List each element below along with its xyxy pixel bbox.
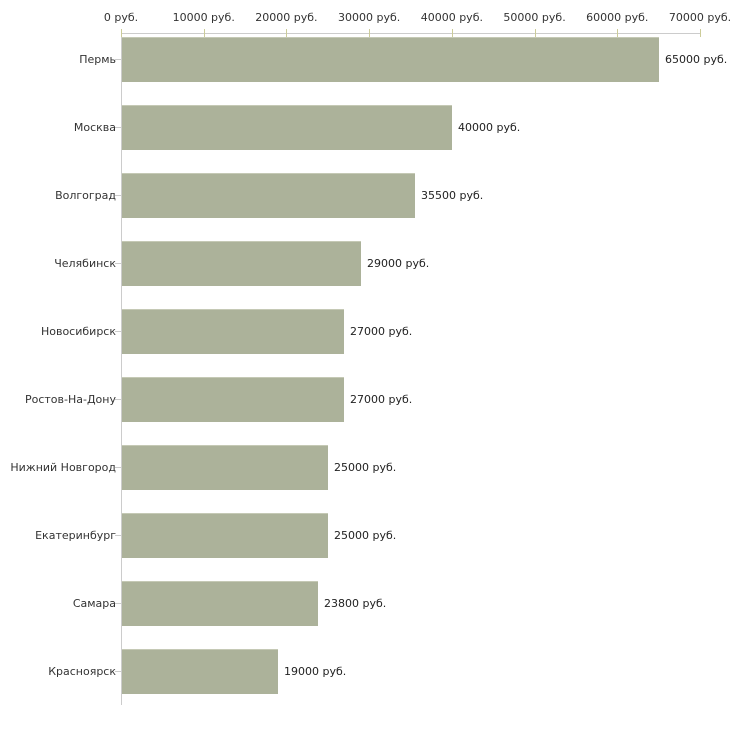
- category-tick: [115, 535, 121, 536]
- category-tick: [115, 195, 121, 196]
- value-label: 25000 руб.: [334, 529, 397, 542]
- category-label: Красноярск: [48, 665, 116, 678]
- category-label: Пермь: [79, 53, 116, 66]
- bar: [122, 309, 344, 354]
- bar: [122, 241, 361, 286]
- bar-row: Волгоград 35500 руб.: [0, 170, 730, 238]
- category-tick: [115, 263, 121, 264]
- x-tick-label: 60000 руб.: [586, 11, 649, 24]
- category-tick: [115, 59, 121, 60]
- category-tick: [115, 399, 121, 400]
- x-axis-line: [121, 33, 701, 34]
- category-label: Екатеринбург: [35, 529, 116, 542]
- value-label: 65000 руб.: [665, 53, 728, 66]
- category-label: Челябинск: [54, 257, 116, 270]
- bar: [122, 581, 318, 626]
- value-label: 23800 руб.: [324, 597, 387, 610]
- bar-row: Красноярск 19000 руб.: [0, 646, 730, 714]
- bar-row: Москва 40000 руб.: [0, 102, 730, 170]
- category-label: Новосибирск: [40, 325, 116, 338]
- bar: [122, 377, 344, 422]
- bar: [122, 37, 659, 82]
- value-label: 35500 руб.: [421, 189, 484, 202]
- bar-row: Самара 23800 руб.: [0, 578, 730, 646]
- x-tick: [617, 29, 619, 37]
- x-tick-label: 10000 руб.: [172, 11, 235, 24]
- category-label: Волгоград: [55, 189, 116, 202]
- category-tick: [115, 331, 121, 332]
- y-axis-line: [121, 33, 122, 705]
- x-tick: [286, 29, 288, 37]
- bar: [122, 105, 452, 150]
- category-label: Ростов-На-Дону: [24, 393, 116, 406]
- x-tick-label: 20000 руб.: [255, 11, 318, 24]
- category-label: Нижний Новгород: [10, 461, 116, 474]
- value-label: 27000 руб.: [350, 325, 413, 338]
- value-label: 29000 руб.: [367, 257, 430, 270]
- value-label: 27000 руб.: [350, 393, 413, 406]
- bar-row: Новосибирск 27000 руб.: [0, 306, 730, 374]
- category-tick: [115, 671, 121, 672]
- category-tick: [115, 467, 121, 468]
- value-label: 25000 руб.: [334, 461, 397, 474]
- bar-row: Нижний Новгород 25000 руб.: [0, 442, 730, 510]
- category-tick: [115, 603, 121, 604]
- value-label: 19000 руб.: [284, 665, 347, 678]
- value-label: 40000 руб.: [458, 121, 521, 134]
- bar: [122, 649, 278, 694]
- x-tick: [121, 29, 122, 37]
- x-tick-label: 50000 руб.: [503, 11, 566, 24]
- category-label: Самара: [72, 597, 116, 610]
- x-tick-label: 0 руб.: [103, 11, 139, 24]
- bar-row: Екатеринбург 25000 руб.: [0, 510, 730, 578]
- x-tick: [700, 29, 701, 37]
- x-tick: [203, 29, 205, 37]
- bar: [122, 445, 328, 490]
- x-tick: [451, 29, 453, 37]
- bar-row: Ростов-На-Дону 27000 руб.: [0, 374, 730, 442]
- x-tick: [534, 29, 536, 37]
- bar-row: Челябинск 29000 руб.: [0, 238, 730, 306]
- x-tick-label: 70000 руб.: [668, 11, 730, 24]
- bar-row: Пермь 65000 руб.: [0, 34, 730, 102]
- x-tick-label: 30000 руб.: [338, 11, 401, 24]
- category-label: Москва: [73, 121, 116, 134]
- bar: [122, 173, 415, 218]
- x-tick: [369, 29, 371, 37]
- x-tick-label: 40000 руб.: [420, 11, 483, 24]
- bar: [122, 513, 328, 558]
- category-tick: [115, 127, 121, 128]
